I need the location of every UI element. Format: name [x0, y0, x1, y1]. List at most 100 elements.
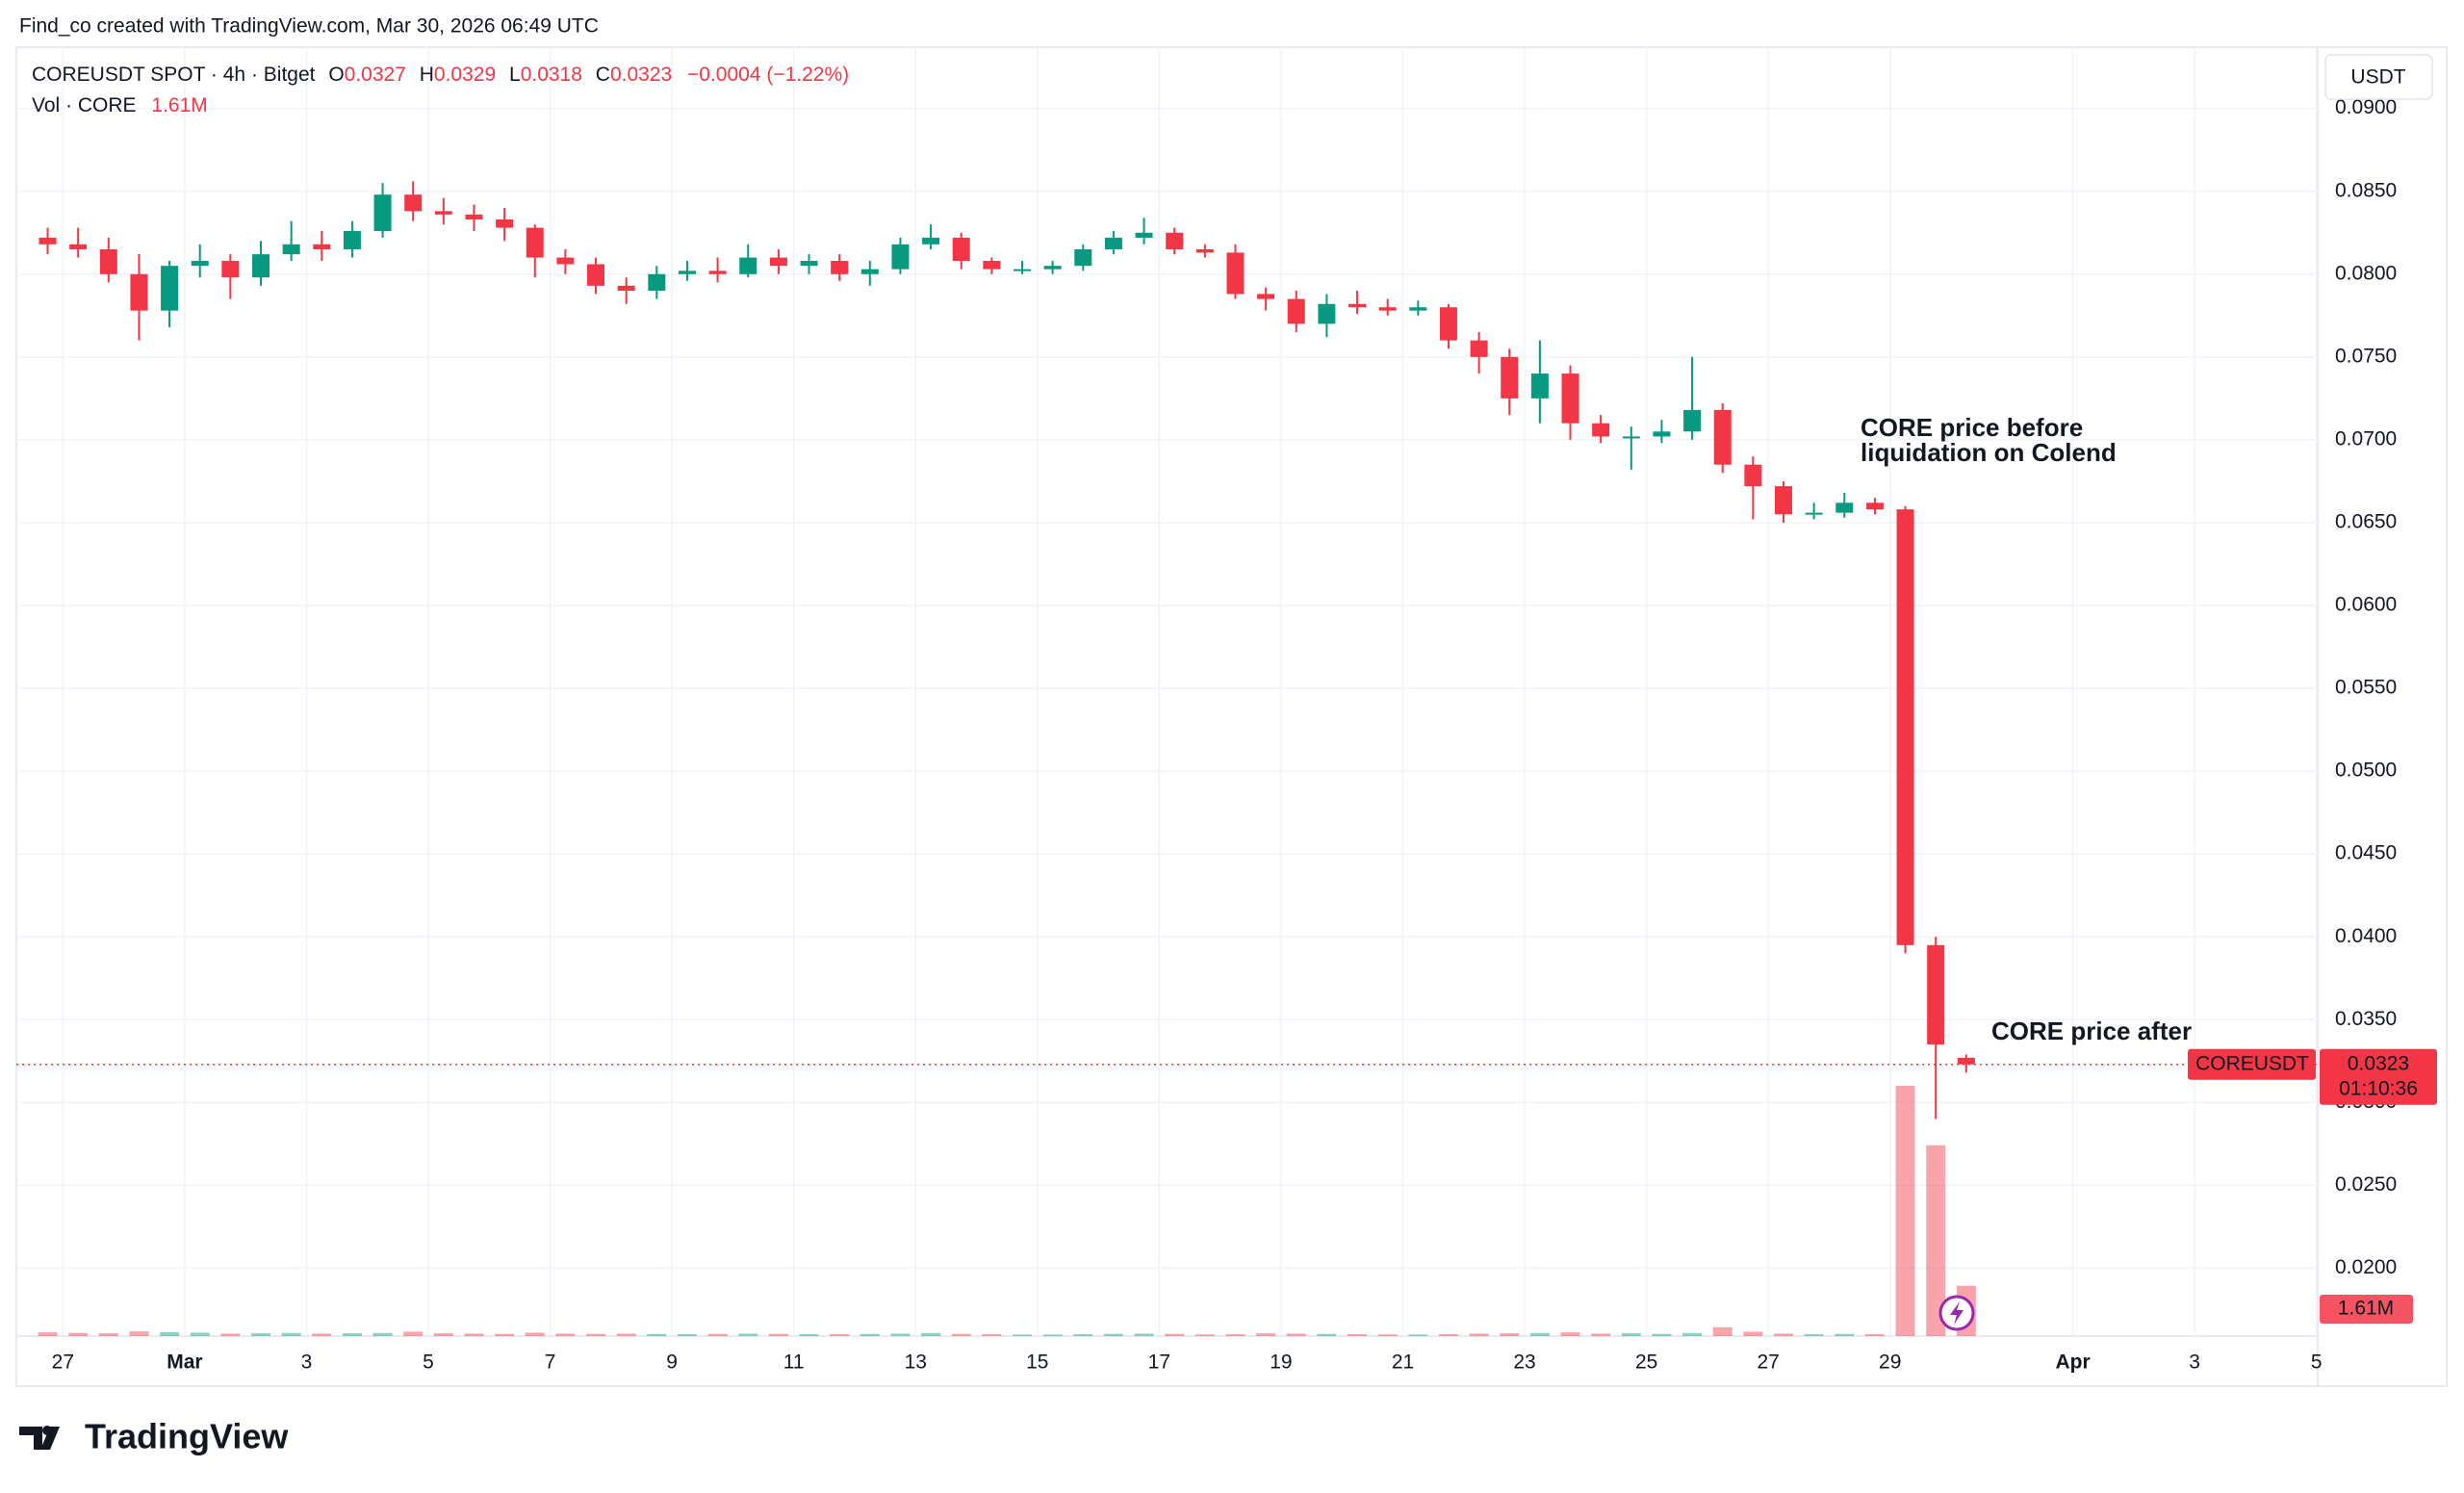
x-tick-label: 15 — [1026, 1351, 1048, 1374]
legend-symbol-line: COREUSDT SPOT · 4h · Bitget O0.0327 H0.0… — [32, 64, 849, 86]
x-tick-label: 3 — [2189, 1351, 2200, 1374]
volume-bar — [1286, 1333, 1306, 1336]
candle-body — [373, 194, 392, 232]
candle-body — [313, 244, 331, 249]
volume-bar — [1469, 1333, 1489, 1336]
volume-bar — [281, 1332, 301, 1336]
volume-bar — [495, 1333, 515, 1336]
high-value: 0.0329 — [434, 64, 496, 86]
volume-bar — [830, 1334, 850, 1336]
candle-body — [1318, 303, 1336, 324]
volume-label-bg — [2320, 1295, 2413, 1324]
candle-body — [1530, 373, 1549, 399]
volume-bar — [1317, 1333, 1337, 1336]
candle-body — [1653, 431, 1671, 437]
candle-body — [587, 264, 605, 286]
volume-bar — [1652, 1333, 1672, 1336]
volume-bar — [251, 1333, 270, 1336]
close-letter: C — [596, 64, 610, 86]
low-value: 0.0318 — [521, 64, 582, 86]
volume-bar — [1194, 1334, 1215, 1336]
countdown: 01:10:36 — [2339, 1077, 2418, 1099]
volume-bar — [464, 1333, 484, 1336]
x-tick-label: Mar — [167, 1351, 202, 1374]
x-tick-label: Apr — [2055, 1351, 2090, 1374]
volume-bar — [1926, 1145, 1946, 1336]
candle-body — [1470, 340, 1488, 357]
x-tick-label: 29 — [1879, 1351, 1901, 1374]
volume-bar — [1042, 1334, 1063, 1336]
volume-bar — [190, 1332, 210, 1336]
brand: TradingView — [19, 1417, 289, 1456]
brand-name: TradingView — [85, 1417, 289, 1456]
annotation-text: liquidation on Colend — [1861, 438, 2117, 467]
high-letter: H — [420, 64, 434, 86]
candle-layer — [38, 181, 1975, 1120]
currency[interactable]: USDT — [2350, 66, 2405, 89]
candle-body — [1622, 436, 1640, 439]
y-tick-label: 0.0550 — [2335, 677, 2397, 699]
y-tick-label: 0.0850 — [2335, 179, 2397, 201]
annotation-text: CORE price before — [1861, 413, 2083, 442]
open-value: 0.0327 — [345, 64, 406, 86]
volume-bar — [220, 1333, 241, 1336]
volume-bar — [707, 1333, 728, 1336]
y-tick-label: 0.0650 — [2335, 510, 2397, 532]
x-tick-label: 9 — [666, 1351, 678, 1374]
candle-body — [1348, 303, 1367, 308]
x-tick-label: 23 — [1513, 1351, 1535, 1374]
volume-label: 1.61M — [2338, 1298, 2394, 1320]
volume-bar — [1134, 1333, 1154, 1336]
candle-body — [952, 237, 970, 262]
volume-bar — [1591, 1333, 1611, 1336]
candle-body — [282, 244, 300, 255]
candle-body — [526, 227, 544, 258]
change: −0.0004 (−1.22%) — [687, 64, 849, 86]
volume-bar — [555, 1333, 576, 1336]
volume-bar — [342, 1333, 362, 1336]
volume-bar — [98, 1333, 118, 1336]
candle-body — [617, 285, 635, 291]
candle-body — [769, 257, 787, 267]
volume-bar — [1408, 1334, 1428, 1336]
volume-bar — [586, 1333, 606, 1336]
candle-body — [343, 231, 361, 249]
volume-bar — [160, 1331, 180, 1336]
candle-body — [800, 261, 818, 267]
volume-bar — [738, 1333, 758, 1336]
alert-bolt[interactable] — [1950, 1301, 1964, 1325]
candle-body — [1896, 509, 1914, 945]
volume-bar — [1256, 1333, 1276, 1336]
candle-body — [922, 237, 940, 245]
volume-bar — [677, 1334, 697, 1336]
candle-body — [648, 273, 666, 291]
x-tick-label: 3 — [301, 1351, 313, 1374]
candle-body — [496, 219, 514, 228]
candle-body — [1744, 464, 1762, 487]
candle-body — [1592, 423, 1610, 437]
close-value: 0.0323 — [610, 64, 672, 86]
symbol-tag-bg — [2188, 1048, 2316, 1080]
currency-button[interactable] — [2324, 54, 2433, 100]
volume-bar — [860, 1333, 880, 1336]
volume-bar — [616, 1333, 636, 1336]
alert-icon[interactable] — [1938, 1295, 1975, 1331]
candle-body — [1865, 502, 1884, 510]
candle-body — [1439, 307, 1457, 341]
candle-body — [1014, 269, 1031, 271]
y-tick-label: 0.0600 — [2335, 594, 2397, 616]
volume-bar — [1774, 1333, 1793, 1336]
candle-body — [1378, 307, 1397, 311]
volume-bar — [1013, 1334, 1032, 1336]
volume-legend: Vol · CORE 1.61M — [32, 94, 208, 116]
candle-body — [891, 244, 910, 270]
brand-logo-dot — [42, 1426, 52, 1435]
x-tick-label: 27 — [1758, 1351, 1780, 1374]
volume-bar — [403, 1331, 424, 1336]
candle-body — [465, 214, 483, 219]
volume-bar — [890, 1333, 911, 1336]
volume-bar — [1712, 1326, 1732, 1336]
volume-bar — [1804, 1334, 1824, 1336]
